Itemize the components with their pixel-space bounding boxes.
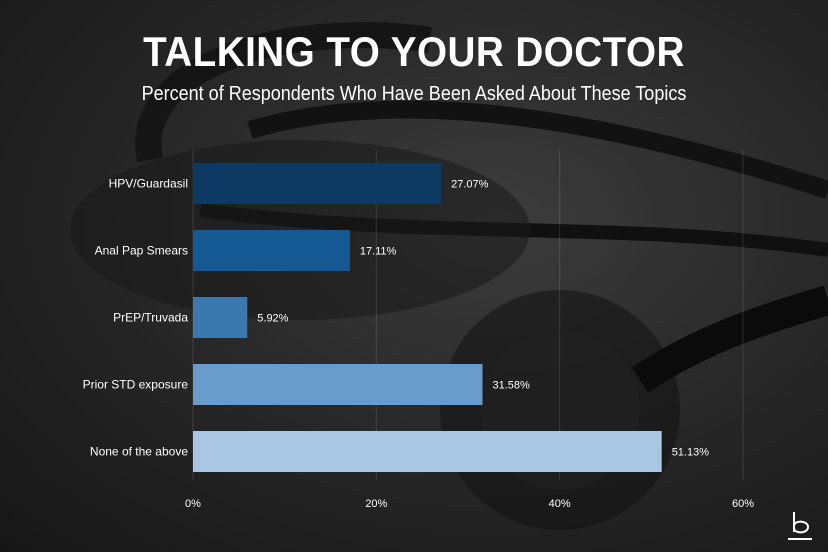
b-logo-icon (788, 512, 812, 540)
bar (193, 230, 350, 271)
category-label: Anal Pap Smears (95, 244, 188, 258)
bar (193, 297, 248, 338)
data-label: 31.58% (492, 380, 530, 392)
data-label: 51.13% (672, 447, 710, 459)
bar (193, 431, 662, 472)
x-tick-label: 20% (365, 498, 387, 510)
category-label: Prior STD exposure (83, 378, 189, 392)
bar (193, 364, 483, 405)
data-label: 17.11% (360, 246, 397, 258)
x-tick-label: 40% (549, 498, 571, 510)
chart-subtitle: Percent of Respondents Who Have Been Ask… (141, 83, 687, 105)
category-label: HPV/Guardasil (109, 177, 188, 191)
x-tick-label: 60% (732, 498, 754, 510)
data-label: 5.92% (257, 313, 288, 325)
category-label: None of the above (90, 445, 188, 459)
chart-title: TALKING TO YOUR DOCTOR (143, 28, 685, 75)
category-label: PrEP/Truvada (113, 311, 188, 325)
data-label: 27.07% (451, 179, 489, 191)
x-tick-label: 0% (185, 498, 201, 510)
bar (193, 163, 442, 204)
